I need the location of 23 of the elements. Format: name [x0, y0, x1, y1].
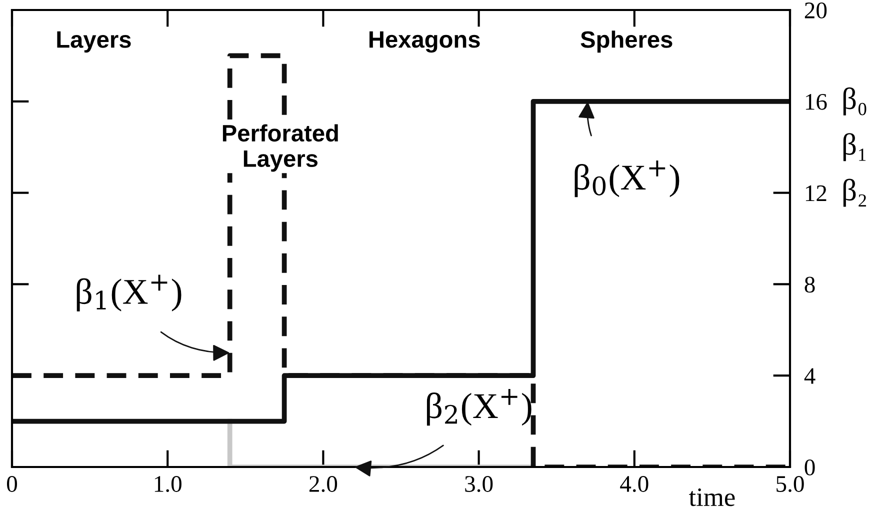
- text: β₁: [843, 133, 866, 162]
- annotation: β$_{2}$(X$^{+}$): [426, 388, 532, 426]
- x-tick-label: 3.0: [465, 476, 493, 492]
- x-tick-label: 2.0: [309, 476, 338, 492]
- text: β₀: [843, 87, 866, 116]
- text: β₂: [843, 178, 866, 207]
- annotation: Perforated Layers: [222, 124, 338, 172]
- y-tick-label: 0: [804, 459, 815, 476]
- annotation: β$_{0}$(X$^{+}$): [574, 160, 680, 198]
- x-tick-label: 1.0: [154, 476, 182, 492]
- annotation: Spheres: [580, 30, 672, 53]
- y-tick-label: 20: [804, 2, 827, 18]
- annotation: β$_{1}$(X$^{+}$): [76, 274, 182, 312]
- annotation: Hexagons: [370, 31, 480, 53]
- y-tick-label: 4: [804, 368, 816, 384]
- y-tick-label: 16: [806, 94, 827, 110]
- y-tick-label: 12: [806, 185, 826, 201]
- y-tick-label: 8: [804, 276, 815, 293]
- x-tick-label: 4.0: [620, 476, 648, 492]
- x-tick-label: 0: [6, 476, 18, 492]
- x-tick-label: 5.0: [776, 476, 804, 492]
- annotation: Layers: [57, 31, 131, 53]
- x-axis-title: time: [689, 488, 735, 506]
